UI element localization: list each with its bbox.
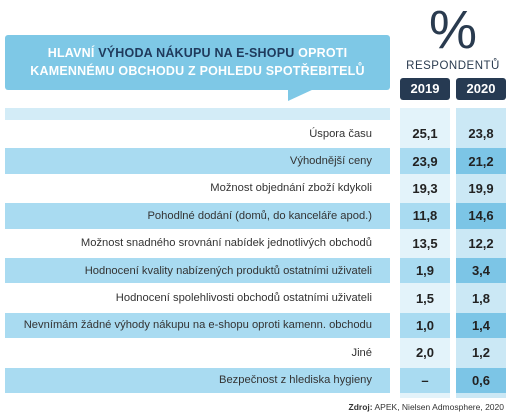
cell-value: 0,6 [471,372,491,388]
row-bg [5,367,390,393]
cell-value: 14,6 [468,208,494,224]
cell-value: 25,1 [412,126,438,142]
cell-value: – [421,372,429,388]
bubble-tail [288,89,314,101]
source-text: APEK, Nielsen Admosphere, 2020 [372,402,504,412]
row-label: Možnost snadného srovnání nabídek jednot… [80,237,372,250]
unit-label: RESPONDENTŮ [406,60,500,72]
unit-symbol: % [428,0,477,60]
row-bg [5,148,390,174]
title-box: HLAVNÍ VÝHODA NÁKUPU NA E-SHOPU OPROTI K… [5,35,390,90]
cell-value: 13,5 [412,235,438,251]
source-label: Zdroj: [348,402,373,412]
column-header: 2019 [400,78,450,100]
row-bg [5,258,390,284]
row-label: Pohodlné dodání (domů, do kanceláře apod… [147,209,372,222]
cell-bg [400,312,450,339]
cell-bg [400,203,450,229]
row-bg [5,312,390,339]
title-text: OPROTI KAMENNÉMU OBCHODU Z POHLEDU SPOTŘ… [30,46,365,78]
cell-bg [456,148,506,174]
row-label: Hodnocení kvality nabízených produktů os… [84,264,372,277]
row-label: Úspora času [309,127,372,140]
strip [5,108,390,120]
source: Zdroj: APEK, Nielsen Admosphere, 2020 [349,402,504,412]
cell-bg [456,367,506,393]
row-bg [5,203,390,229]
cell-value: 19,3 [412,180,438,196]
cell-bg [456,312,506,339]
cell-value: 23,9 [412,153,438,169]
cell-value: 21,2 [468,153,494,169]
cell-value: 1,9 [415,263,435,279]
cell-bg [456,258,506,284]
title-text: HLAVNÍ [47,46,99,60]
cell-value: 1,8 [471,290,491,306]
cell-bg [400,367,450,393]
cell-bg [456,203,506,229]
row-label: Hodnocení spolehlivosti obchodů ostatním… [115,292,372,305]
title-highlight: VÝHODA NÁKUPU NA E-SHOPU [98,46,295,60]
cell-value: 23,8 [468,126,494,142]
cell-bg [400,148,450,174]
cell-value: 12,2 [468,235,494,251]
cell-value: 1,4 [471,317,491,333]
row-label: Bezpečnost z hlediska hygieny [219,374,372,387]
cell-value: 19,9 [468,180,494,196]
row-label: Nevnímám žádné výhody nákupu na e-shopu … [23,319,372,332]
row-label: Možnost objednání zboží kdykoli [210,182,372,195]
cell-value: 3,4 [471,263,491,279]
row-label: Výhodnější ceny [289,155,372,168]
column-header: 2020 [456,78,506,100]
cell-value: 1,2 [471,345,491,361]
cell-bg [400,258,450,284]
row-label: Jiné [351,346,372,359]
cell-value: 1,0 [415,317,435,333]
cell-value: 11,8 [412,208,438,224]
cell-value: 2,0 [415,345,435,361]
cell-value: 1,5 [415,290,435,306]
